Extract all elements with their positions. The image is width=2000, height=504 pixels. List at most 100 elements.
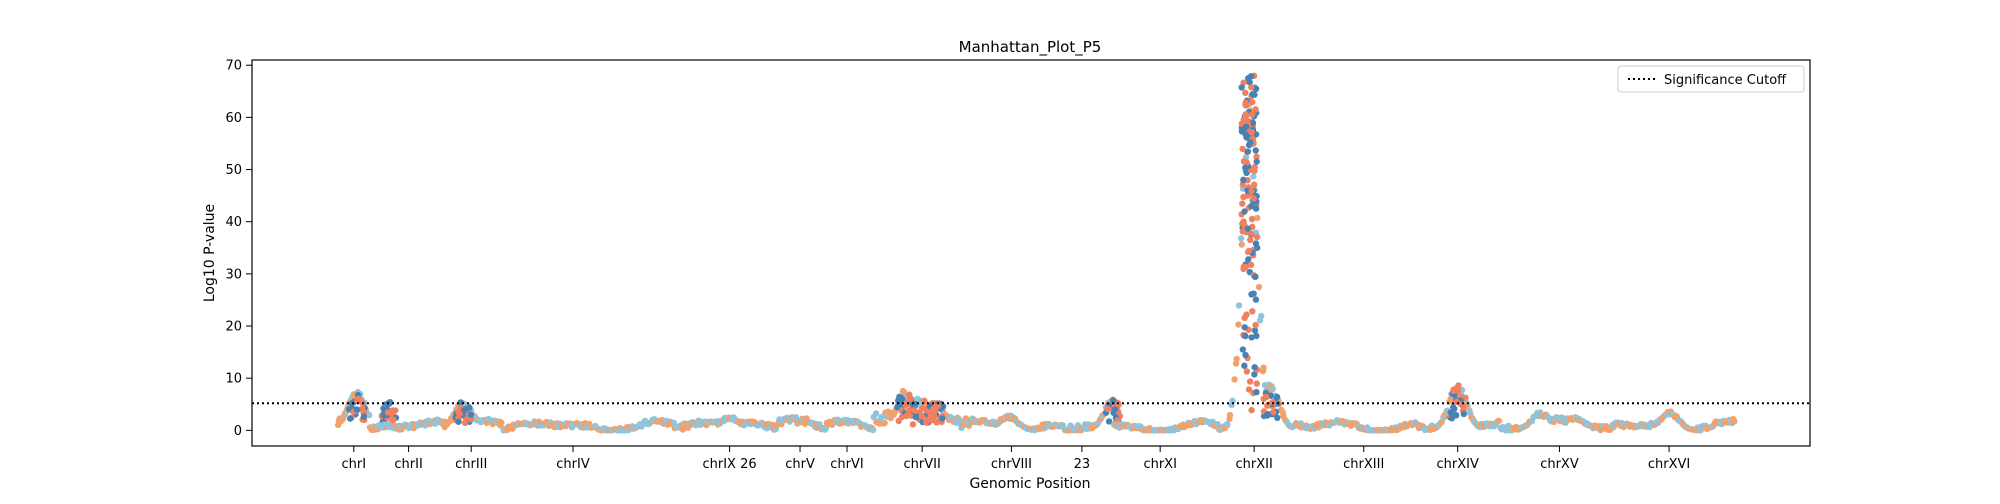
- data-point: [939, 415, 946, 422]
- data-point: [1242, 332, 1249, 340]
- data-point: [909, 421, 917, 428]
- data-point: [1105, 418, 1113, 425]
- data-point: [1254, 214, 1261, 222]
- data-point: [354, 406, 361, 413]
- data-point: [1244, 225, 1251, 232]
- data-point: [1059, 422, 1066, 429]
- data-point: [1250, 173, 1257, 180]
- data-point: [1249, 98, 1256, 106]
- y-tick-label: 40: [225, 215, 242, 230]
- data-point: [1245, 256, 1252, 263]
- data-point: [1248, 187, 1255, 194]
- x-tick-label: chrXIV: [1437, 457, 1479, 472]
- x-tick-label: chrXI: [1143, 457, 1176, 472]
- x-tick-label: 23: [1074, 457, 1091, 472]
- y-tick-label: 50: [225, 163, 242, 178]
- data-point: [1252, 106, 1259, 113]
- data-points-layer: [334, 72, 1738, 434]
- data-point: [1242, 164, 1249, 171]
- y-tick-label: 60: [225, 111, 242, 126]
- data-point: [1248, 291, 1255, 298]
- data-point: [1249, 119, 1257, 127]
- x-axis-label: Genomic Position: [969, 476, 1090, 492]
- data-point: [1231, 376, 1238, 383]
- data-point: [1253, 380, 1260, 387]
- data-point: [1239, 145, 1246, 153]
- data-point: [1239, 228, 1246, 235]
- data-point: [1244, 192, 1251, 199]
- data-point: [1460, 410, 1468, 418]
- x-tick-label: chrVII: [904, 457, 941, 472]
- data-point: [1229, 397, 1236, 405]
- data-point: [1254, 244, 1261, 251]
- data-point: [923, 419, 930, 426]
- data-point: [1264, 412, 1271, 419]
- x-axis-ticks: chrI chrII chrIII chrIV chrIX 26 chrV chrVI chr…: [341, 446, 1690, 472]
- data-point: [1247, 261, 1255, 268]
- data-point: [1451, 405, 1458, 412]
- data-point: [933, 419, 940, 426]
- x-tick-label: chrXV: [1540, 457, 1579, 472]
- data-point: [881, 419, 888, 427]
- data-point: [467, 415, 475, 423]
- y-tick-label: 10: [225, 372, 242, 387]
- data-point: [466, 404, 473, 411]
- data-point: [1224, 420, 1231, 428]
- data-point: [934, 402, 942, 409]
- y-tick-label: 70: [225, 59, 242, 74]
- data-point: [1252, 296, 1260, 303]
- data-point: [1248, 215, 1256, 223]
- data-point: [1253, 388, 1260, 396]
- data-point: [1251, 364, 1258, 371]
- x-tick-label: chrI: [341, 457, 366, 472]
- data-point: [1255, 283, 1263, 291]
- data-point: [1239, 200, 1246, 207]
- data-point: [1239, 346, 1247, 353]
- data-point: [1731, 418, 1738, 425]
- y-tick-label: 0: [234, 424, 242, 439]
- x-tick-label: chrVIII: [991, 457, 1032, 472]
- data-point: [1238, 128, 1246, 135]
- data-point: [1253, 233, 1261, 241]
- data-point: [1244, 148, 1252, 155]
- data-point: [906, 395, 914, 403]
- data-point: [1495, 417, 1503, 425]
- x-tick-label: chrXII: [1235, 457, 1272, 472]
- data-point: [918, 413, 925, 420]
- data-point: [1251, 91, 1258, 98]
- data-point: [903, 412, 910, 420]
- data-point: [390, 416, 397, 423]
- data-point: [1251, 327, 1259, 334]
- data-point: [348, 400, 356, 407]
- y-axis-ticks: 0 10 20 30 40 50 60 70: [225, 59, 252, 439]
- data-point: [1252, 321, 1259, 329]
- data-point: [918, 405, 926, 412]
- y-axis-label: Log10 P-value: [202, 204, 218, 302]
- data-point: [1260, 364, 1267, 371]
- data-point: [1263, 393, 1270, 401]
- data-point: [1240, 176, 1247, 184]
- x-tick-label: chrXVI: [1648, 457, 1690, 472]
- data-point: [1226, 411, 1234, 419]
- data-point: [1242, 263, 1249, 271]
- y-tick-label: 20: [225, 320, 242, 335]
- data-point: [365, 411, 373, 419]
- data-point: [1274, 414, 1281, 422]
- data-point: [895, 417, 902, 425]
- legend: Significance Cutoff: [1617, 65, 1805, 93]
- data-point: [1241, 208, 1248, 215]
- data-point: [1269, 409, 1277, 416]
- data-point: [1245, 386, 1253, 393]
- data-point: [353, 397, 361, 404]
- data-point: [1240, 158, 1248, 165]
- data-point: [931, 407, 939, 414]
- data-point: [467, 411, 475, 418]
- data-point: [1257, 312, 1265, 320]
- data-point: [1243, 311, 1250, 318]
- x-tick-label: chrIX 26: [702, 457, 756, 472]
- data-point: [894, 404, 901, 411]
- data-point: [1452, 412, 1460, 419]
- data-point: [1237, 235, 1245, 242]
- data-point: [1252, 85, 1260, 93]
